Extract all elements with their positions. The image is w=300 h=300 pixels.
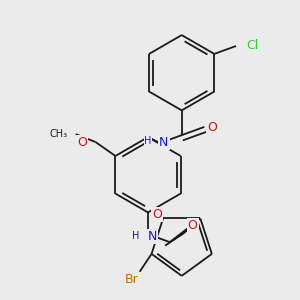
Text: Cl: Cl: [246, 40, 258, 52]
Text: N: N: [159, 136, 169, 148]
Text: H: H: [132, 231, 140, 241]
Text: CH₃: CH₃: [50, 129, 68, 139]
Text: N: N: [147, 230, 157, 243]
Text: O: O: [208, 121, 218, 134]
Text: O: O: [188, 219, 197, 232]
Text: H: H: [144, 136, 152, 146]
Text: O: O: [77, 136, 87, 148]
Text: O: O: [152, 208, 162, 221]
Text: Br: Br: [125, 273, 139, 286]
